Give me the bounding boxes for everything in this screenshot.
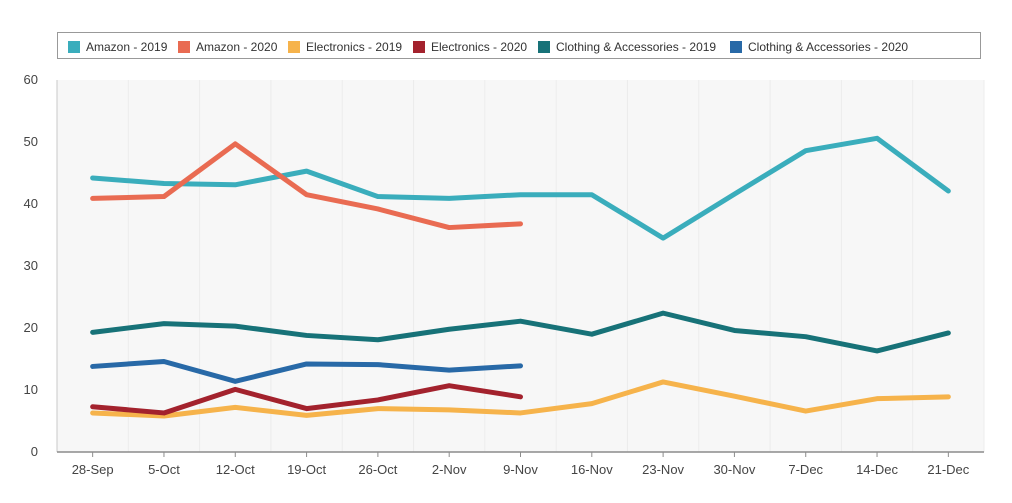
y-tick-label: 20 <box>24 320 38 335</box>
series-line-3[interactable] <box>90 383 523 416</box>
legend-label: Amazon - 2020 <box>196 40 278 54</box>
legend-item-5[interactable]: Clothing & Accessories - 2020 <box>730 39 908 55</box>
legend-item-4[interactable]: Clothing & Accessories - 2019 <box>538 39 716 55</box>
legend-swatch <box>730 41 742 53</box>
x-tick-label: 14-Dec <box>856 462 898 477</box>
series-line-4[interactable] <box>90 310 951 354</box>
x-tick-label: 28-Sep <box>72 462 114 477</box>
legend-swatch <box>288 41 300 53</box>
y-tick-label: 40 <box>24 196 38 211</box>
x-tick-label: 26-Oct <box>358 462 397 477</box>
x-tick-label: 5-Oct <box>148 462 180 477</box>
x-tick-label: 12-Oct <box>216 462 255 477</box>
series-line-2[interactable] <box>90 379 951 419</box>
legend-item-0[interactable]: Amazon - 2019 <box>68 39 167 55</box>
legend-label: Clothing & Accessories - 2019 <box>556 40 717 54</box>
x-tick-label: 30-Nov <box>713 462 755 477</box>
x-tick-label: 16-Nov <box>571 462 613 477</box>
legend-swatch <box>538 41 550 53</box>
series-line-0[interactable] <box>90 135 951 241</box>
y-tick-label: 10 <box>24 382 38 397</box>
legend-swatch <box>413 41 425 53</box>
legend-item-2[interactable]: Electronics - 2019 <box>288 39 402 55</box>
legend-item-3[interactable]: Electronics - 2020 <box>413 39 527 55</box>
plot-area <box>57 80 984 452</box>
series-lines <box>90 135 951 419</box>
legend-swatch <box>178 41 190 53</box>
axes: 0 10 20 30 40 50 60 28-Sep 5-Oct 12-Oct 19-Oct 26-O… <box>24 72 984 477</box>
legend-label: Electronics - 2020 <box>431 40 528 54</box>
x-tick-label: 7-Dec <box>788 462 823 477</box>
legend-label: Clothing & Accessories - 2020 <box>748 40 909 54</box>
series-line-5[interactable] <box>90 358 523 384</box>
x-tick-label: 19-Oct <box>287 462 326 477</box>
chart-legend: Amazon - 2019 Amazon - 2020 Electronics - … <box>57 32 981 59</box>
legend-swatch <box>68 41 80 53</box>
x-tick-label: 9-Nov <box>503 462 538 477</box>
x-tick-label: 23-Nov <box>642 462 684 477</box>
legend-label: Electronics - 2019 <box>306 40 403 54</box>
y-tick-label: 50 <box>24 134 38 149</box>
x-tick-label: 2-Nov <box>432 462 467 477</box>
y-tick-label: 30 <box>24 258 38 273</box>
series-line-1[interactable] <box>90 141 523 231</box>
y-tick-label: 0 <box>31 444 38 459</box>
legend-item-1[interactable]: Amazon - 2020 <box>178 39 277 55</box>
grid-lines <box>56 80 985 452</box>
legend-label: Amazon - 2019 <box>86 40 168 54</box>
y-tick-label: 60 <box>24 72 38 87</box>
x-tick-label: 21-Dec <box>927 462 969 477</box>
